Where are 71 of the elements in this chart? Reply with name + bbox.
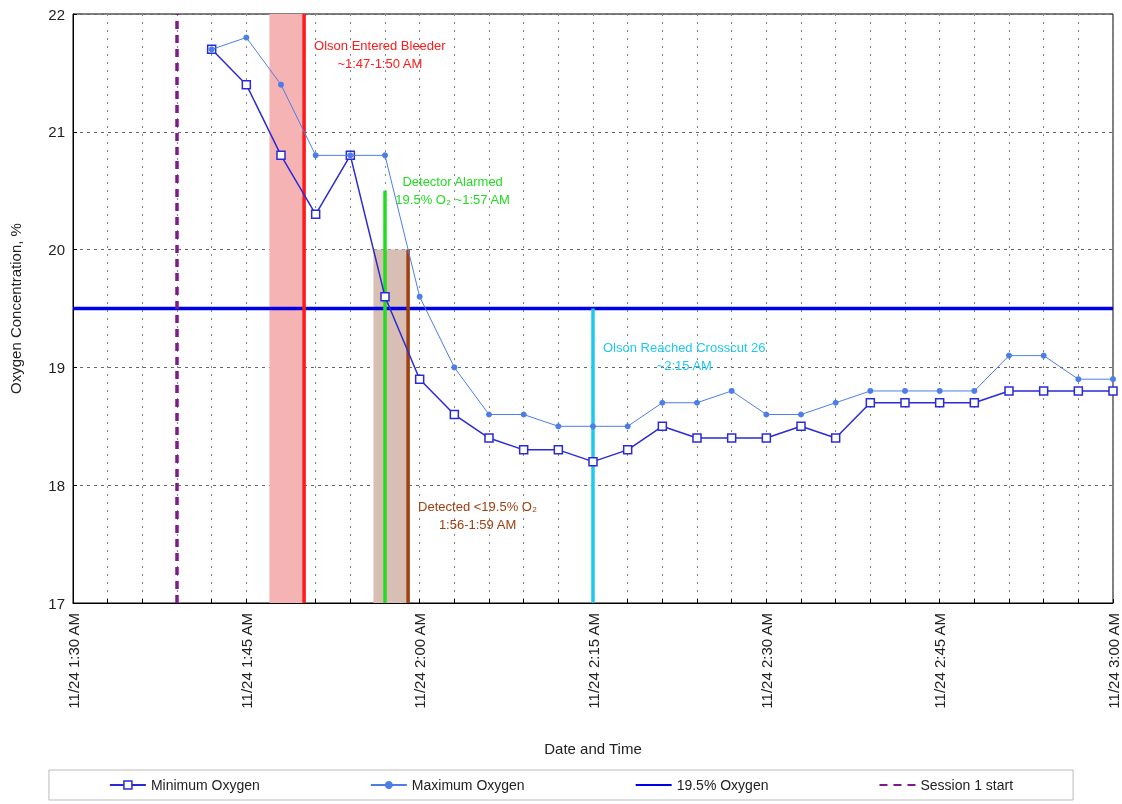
- point: [865, 397, 876, 408]
- x-axis-title: Date and Time: [544, 740, 642, 757]
- point: [1110, 376, 1116, 383]
- point: [832, 399, 839, 406]
- point: [971, 387, 978, 394]
- point: [1075, 376, 1082, 383]
- x-tick-label: 11/24 1:45 AM: [237, 613, 255, 709]
- point: [934, 397, 945, 408]
- legend-label: Maximum Oxygen: [411, 777, 525, 793]
- point: [312, 152, 319, 159]
- x-tick-label: 11/24 3:00 AM: [1104, 613, 1122, 709]
- point: [867, 387, 874, 394]
- y-tick-label: 20: [48, 241, 65, 259]
- point: [902, 387, 908, 394]
- annotation: Detected <19.5% O₂ 1:56-1:59 AM: [418, 499, 537, 533]
- x-tick-label: 11/24 2:00 AM: [411, 613, 429, 709]
- point: [1038, 386, 1049, 396]
- point: [694, 399, 700, 406]
- point: [1073, 386, 1084, 396]
- y-tick-label: 17: [48, 594, 65, 612]
- x-tick-label: 11/24 2:45 AM: [931, 613, 949, 709]
- point: [588, 456, 598, 467]
- point: [726, 433, 737, 443]
- point: [380, 291, 390, 302]
- point: [624, 423, 631, 430]
- point: [798, 411, 804, 418]
- point: [241, 79, 252, 90]
- point: [310, 209, 321, 220]
- y-tick-label: 21: [48, 123, 65, 141]
- point: [657, 421, 668, 432]
- legend-label: Session 1 start: [920, 777, 1014, 793]
- point: [622, 445, 633, 455]
- point: [243, 34, 250, 41]
- point: [553, 445, 564, 455]
- point: [276, 150, 286, 161]
- point: [484, 433, 494, 443]
- point: [830, 433, 841, 443]
- point: [1040, 352, 1047, 359]
- point: [1004, 386, 1014, 396]
- point: [486, 411, 492, 418]
- point: [692, 433, 702, 443]
- legend-label: 19.5% Oxygen: [676, 777, 769, 793]
- y-tick-label: 22: [48, 5, 65, 23]
- point: [382, 152, 388, 159]
- point: [728, 387, 735, 394]
- legend-label: Minimum Oxygen: [150, 777, 260, 793]
- point: [555, 423, 562, 430]
- y-tick-label: 19: [48, 358, 65, 376]
- point: [278, 81, 284, 88]
- point: [1108, 386, 1118, 396]
- point: [590, 423, 596, 430]
- annotation: Olson Reached Crosscut 26 ~2:15 AM: [602, 340, 766, 374]
- point: [796, 421, 806, 432]
- x-tick-label: 11/24 2:30 AM: [757, 613, 775, 709]
- point: [900, 397, 910, 408]
- point: [969, 397, 980, 408]
- y-tick-label: 18: [48, 476, 65, 494]
- point: [1006, 352, 1012, 359]
- point: [518, 445, 529, 455]
- point: [761, 433, 772, 443]
- annotation: Olson Entered Bleeder ~1:47-1:50 AM: [314, 37, 447, 71]
- annotation: Detector Alarmed 19.5% O₂ ~1:57 AM: [395, 174, 510, 208]
- point: [936, 387, 943, 394]
- point: [449, 409, 460, 420]
- x-tick-label: 11/24 2:15 AM: [584, 613, 602, 709]
- y-axis-title: Oxygen Concentration, %: [7, 223, 24, 394]
- x-tick-label: 11/24 1:30 AM: [64, 613, 82, 709]
- point: [414, 374, 425, 384]
- point: [416, 293, 423, 300]
- point: [659, 399, 666, 406]
- point: [451, 364, 458, 371]
